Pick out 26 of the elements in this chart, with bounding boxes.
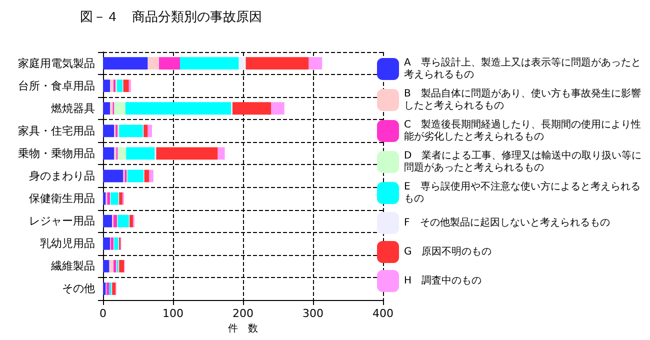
legend-label: G 原因不明のもの <box>404 246 492 258</box>
legend-label: D 業者による工事、修理又は輸送中の取り扱い等に問題があったと考えられるもの <box>404 150 642 174</box>
y-tick-label: 家庭用電気製品 <box>18 56 95 70</box>
y-tick-label: 乗物・乗物用品 <box>18 146 95 160</box>
legend-label: H 調査中のもの <box>404 274 482 286</box>
y-tick-label: 保健衛生用品 <box>29 192 95 206</box>
y-tick-label: 身のまわり品 <box>29 170 95 182</box>
legend-label: F その他製品に起因しないと考えられるもの <box>404 216 610 228</box>
y-tick-label: 台所・食卓用品 <box>18 79 95 92</box>
x-tick-label: 300 <box>302 307 324 320</box>
y-tick-label: 燃焼器具 <box>51 102 95 115</box>
x-tick-label: 200 <box>232 307 254 320</box>
x-tick-label: 100 <box>162 307 184 320</box>
legend-label: E 専ら誤使用や不注意な使い方によると考えられるもの <box>404 180 640 204</box>
y-tick-label: 家具・住宅用品 <box>18 124 95 138</box>
x-axis-title: 件 数 <box>228 323 258 334</box>
y-tick-label: レジャー用品 <box>29 214 95 228</box>
chart-title: 図－４ 商品分類別の事故原因 <box>80 10 262 25</box>
y-tick-label: 繊維製品 <box>50 260 95 273</box>
legend-label: B 製品自体に問題があり、使い方も事故発生に影響したと考えられるもの <box>404 88 641 112</box>
y-tick-label: その他 <box>62 282 95 296</box>
y-tick-label: 乳幼児用品 <box>40 237 95 250</box>
legend-label: C 製造後長期間経過したり、長期間の使用により性能が劣化したと考えられるもの <box>404 118 641 142</box>
x-tick-label: 400 <box>372 307 394 320</box>
legend-label: A 専ら設計上、製造上又は表示等に問題があったと考えられるもの <box>404 56 641 80</box>
x-tick-label: 0 <box>100 307 106 320</box>
